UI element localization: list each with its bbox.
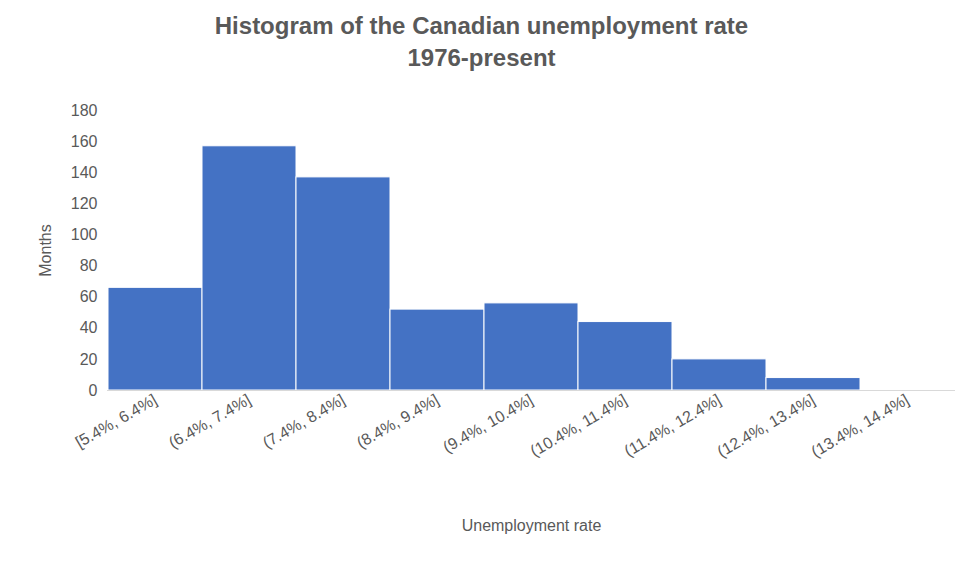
svg-text:Unemployment rate: Unemployment rate: [462, 517, 602, 534]
svg-text:Months: Months: [37, 224, 54, 276]
svg-text:120: 120: [71, 195, 98, 212]
svg-text:(13.4%, 14.4%]: (13.4%, 14.4%]: [808, 391, 911, 460]
html-text:1976-present: 1976-present: [407, 44, 556, 71]
svg-text:180: 180: [71, 102, 98, 119]
svg-text:100: 100: [71, 226, 98, 243]
svg-text:(6.4%, 7.4%]: (6.4%, 7.4%]: [166, 391, 254, 452]
svg-text:[5.4%, 6.4%]: [5.4%, 6.4%]: [72, 391, 159, 451]
svg-text:40: 40: [80, 319, 98, 336]
svg-text:60: 60: [80, 288, 98, 305]
svg-text:(12.4%, 13.4%]: (12.4%, 13.4%]: [714, 391, 817, 460]
svg-text:80: 80: [80, 257, 98, 274]
svg-text:20: 20: [80, 351, 98, 368]
svg-text:(9.4%, 10.4%]: (9.4%, 10.4%]: [440, 391, 536, 456]
svg-text:160: 160: [71, 133, 98, 150]
svg-text:140: 140: [71, 164, 98, 181]
svg-text:0: 0: [89, 382, 98, 399]
html-text:Histogram of the Canadian unem: Histogram of the Canadian unemployment r…: [214, 12, 749, 39]
svg-text:(10.4%, 11.4%]: (10.4%, 11.4%]: [527, 391, 629, 460]
svg-text:(11.4%, 12.4%]: (11.4%, 12.4%]: [621, 391, 723, 460]
svg-text:(7.4%, 8.4%]: (7.4%, 8.4%]: [260, 391, 348, 452]
svg-text:(8.4%, 9.4%]: (8.4%, 9.4%]: [354, 391, 442, 452]
